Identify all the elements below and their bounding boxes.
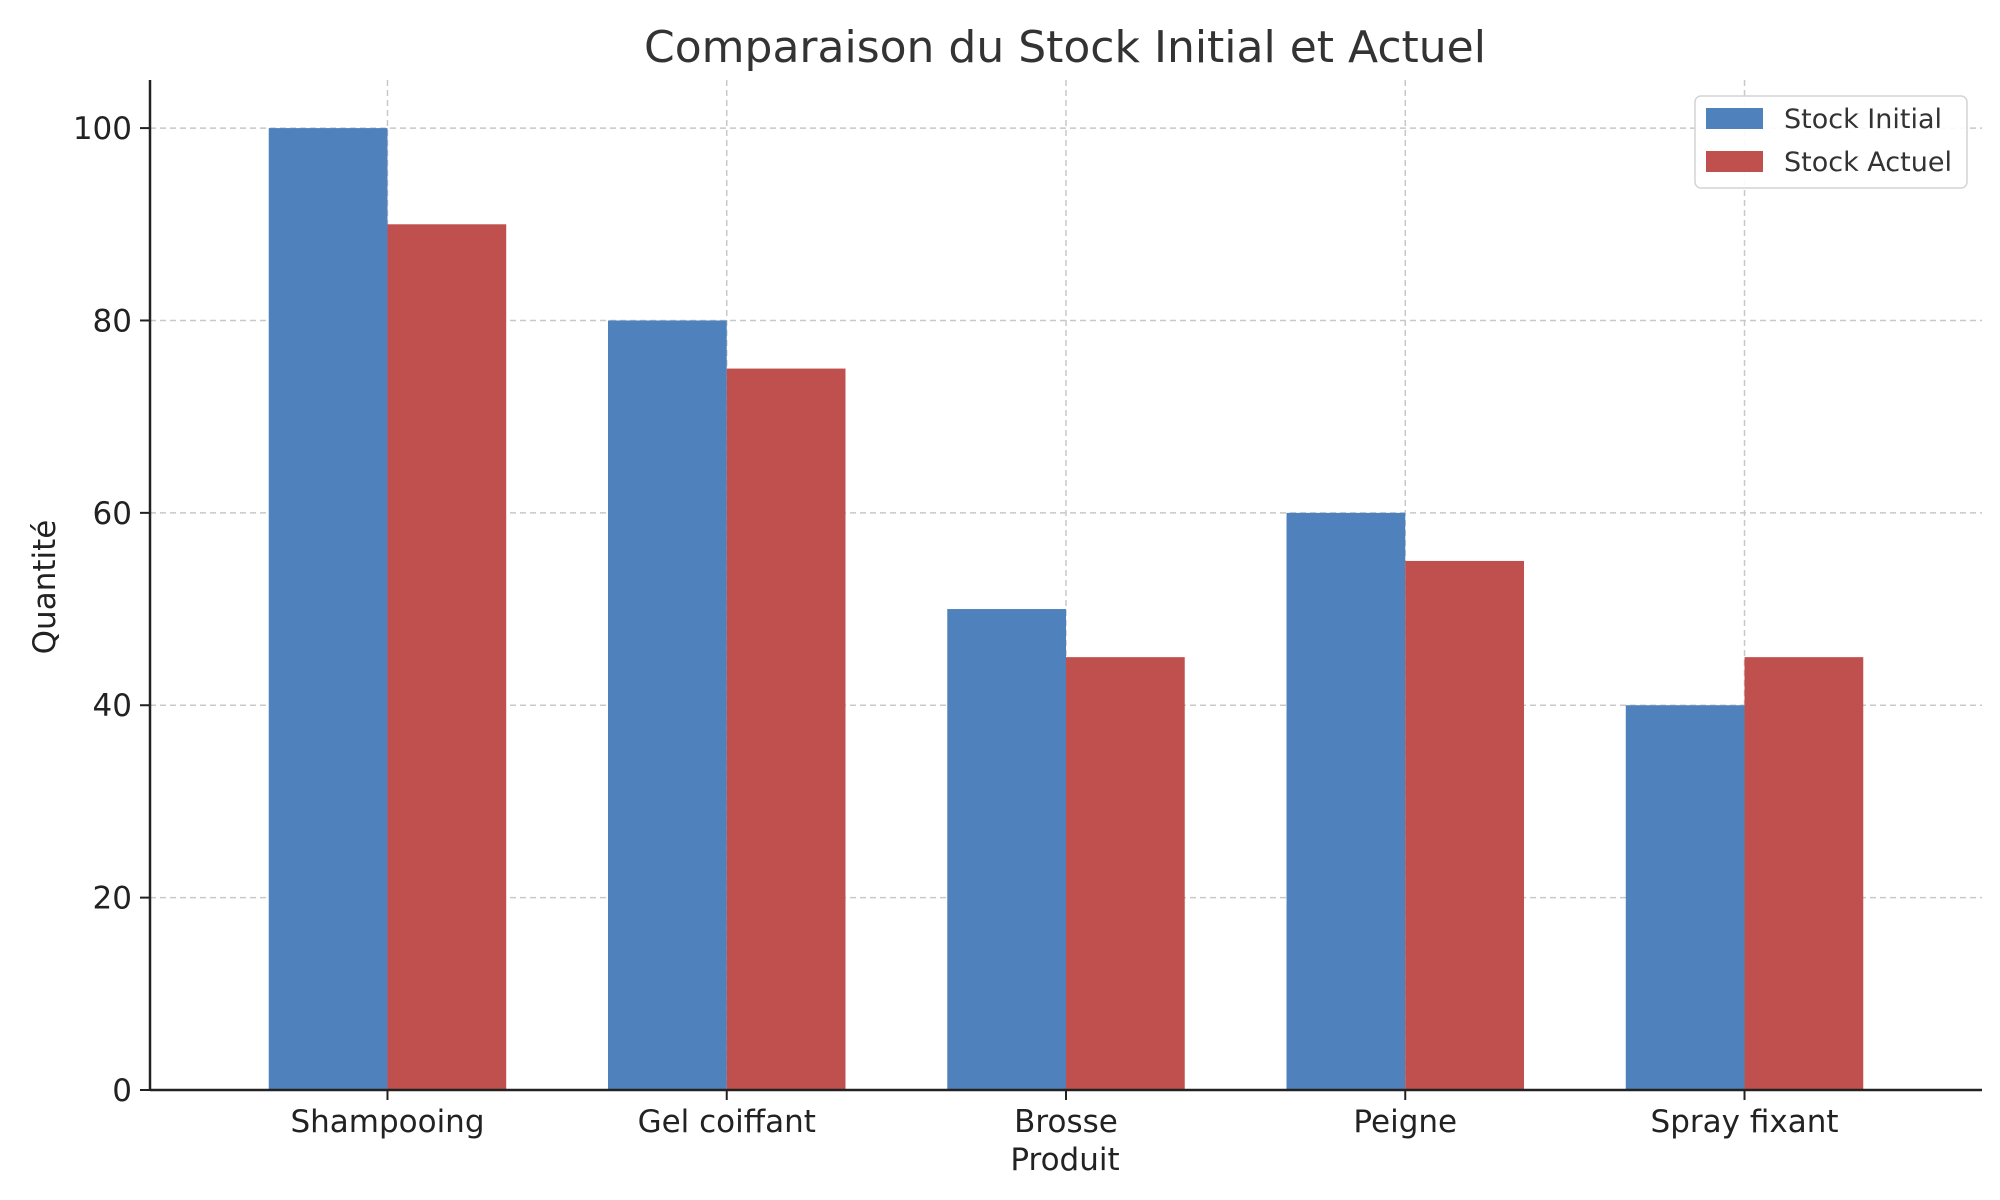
bar-stock-actuel — [1744, 657, 1864, 1090]
y-tick-label: 40 — [93, 688, 132, 724]
bar-stock-initial — [1286, 512, 1406, 1090]
bar-stock-actuel — [1066, 657, 1185, 1090]
bars — [268, 128, 1864, 1091]
x-tick-label: Brosse — [1014, 1104, 1118, 1140]
x-tick-label: Shampooing — [290, 1104, 484, 1140]
y-axis-label: Quantité — [27, 520, 63, 655]
y-tick-label: 100 — [73, 111, 132, 147]
x-axis-label: Produit — [1010, 1142, 1119, 1178]
chart-title: Comparaison du Stock Initial et Actuel — [644, 22, 1486, 73]
bar-stock-initial — [608, 320, 727, 1090]
axes — [140, 80, 1982, 1100]
y-tick-label: 60 — [93, 496, 132, 532]
x-tick-label: Gel coiffant — [638, 1104, 816, 1140]
y-tick-labels: 0 20 40 60 80 100 — [73, 111, 132, 1109]
bar-stock-initial — [268, 128, 388, 1091]
x-tick-label: Spray fixant — [1651, 1104, 1839, 1140]
y-tick-label: 80 — [93, 303, 132, 339]
legend-swatch-stock-initial — [1706, 108, 1763, 129]
legend: Stock Initial Stock Actuel — [1694, 95, 1968, 189]
x-tick-label: Peigne — [1353, 1104, 1457, 1140]
bar-stock-actuel — [726, 368, 846, 1091]
bar-stock-initial — [1625, 705, 1745, 1090]
legend-label-stock-actuel: Stock Actuel — [1784, 147, 1952, 178]
y-tick-label: 0 — [112, 1073, 132, 1109]
legend-label-stock-initial: Stock Initial — [1784, 104, 1942, 135]
bar-stock-actuel — [1405, 560, 1524, 1090]
bar-stock-actuel — [387, 224, 507, 1091]
bar-stock-initial — [947, 609, 1066, 1090]
y-tick-label: 20 — [93, 881, 132, 917]
legend-swatch-stock-actuel — [1706, 151, 1763, 172]
x-tick-labels: Shampooing Gel coiffant Brosse Peigne Spray … — [290, 1104, 1838, 1140]
